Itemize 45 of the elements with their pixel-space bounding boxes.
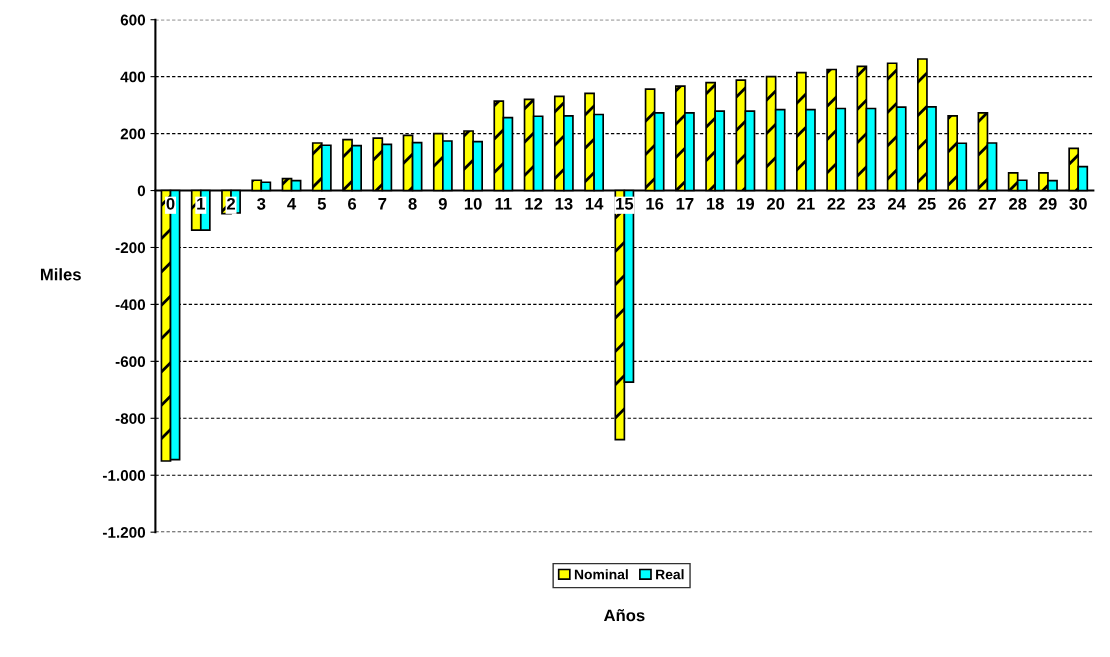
- x-axis-title: Años: [603, 609, 645, 622]
- y-tick-label: -800: [115, 413, 146, 424]
- x-tick-label: 30: [1069, 197, 1087, 210]
- x-tick-label: 7: [378, 198, 387, 210]
- x-tick-label: 26: [948, 197, 966, 210]
- y-tick-label: -1.000: [102, 470, 146, 481]
- y-tick-label: -600: [115, 356, 146, 368]
- x-tick-label: 17: [676, 198, 694, 210]
- legend-label: Nominal: [574, 569, 628, 580]
- x-tick-label: 4: [287, 198, 297, 210]
- y-tick-label: 400: [120, 71, 146, 83]
- x-tick-label: 3: [257, 197, 266, 210]
- x-tick-label: 5: [317, 198, 326, 210]
- y-tick-label: -200: [115, 242, 146, 254]
- x-tick-label: 12: [525, 197, 543, 210]
- x-tick-label: 1: [197, 198, 205, 210]
- x-tick-label: 11: [495, 198, 512, 210]
- x-tick-label: 8: [408, 197, 417, 210]
- x-tick-label: 22: [827, 197, 845, 210]
- x-tick-label: 13: [555, 197, 573, 210]
- x-tick-label: 2: [226, 197, 236, 210]
- x-tick-label: 15: [616, 198, 634, 210]
- x-tick-label: 20: [766, 197, 785, 210]
- x-tick-label: 9: [438, 197, 447, 210]
- legend-label: Real: [656, 569, 684, 580]
- x-tick-label: 19: [737, 197, 755, 210]
- x-tick-label: 18: [706, 197, 724, 210]
- x-tick-label: 24: [887, 197, 906, 210]
- y-tick-label: 200: [120, 128, 146, 140]
- y-tick-label: 600: [120, 14, 146, 26]
- y-tick-label: -400: [115, 299, 146, 311]
- x-tick-label: 6: [348, 197, 357, 210]
- x-tick-label: 14: [585, 198, 604, 210]
- x-tick-label: 27: [978, 197, 996, 210]
- x-tick-label: 28: [1009, 197, 1027, 210]
- x-tick-label: 25: [918, 197, 936, 210]
- y-tick-label: -1.200: [102, 527, 146, 538]
- x-tick-label: 16: [646, 197, 664, 210]
- x-tick-label: 10: [464, 197, 482, 210]
- y-axis-title: Miles: [40, 268, 81, 281]
- x-tick-label: 23: [857, 197, 876, 210]
- x-tick-label: 0: [166, 197, 175, 210]
- y-tick-label: 0: [137, 185, 146, 197]
- x-tick-label: 29: [1039, 197, 1057, 210]
- x-tick-label: 21: [797, 197, 815, 210]
